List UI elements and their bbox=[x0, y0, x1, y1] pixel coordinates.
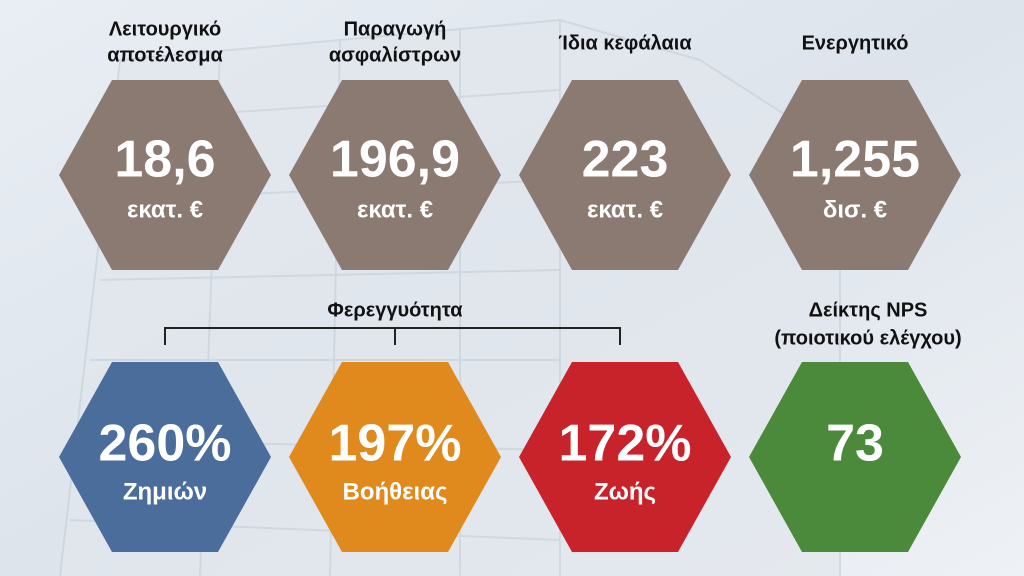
hexagon bbox=[519, 362, 731, 552]
solvency-label: Ζημιών bbox=[123, 478, 207, 505]
hexagon bbox=[59, 80, 271, 270]
nps-title: Δείκτης NPS bbox=[809, 299, 928, 321]
metric-label: αποτέλεσμα bbox=[107, 44, 223, 66]
solvency-title: Φερεγγυότητα bbox=[327, 299, 463, 321]
hexagon bbox=[59, 362, 271, 552]
nps-value: 73 bbox=[826, 415, 884, 473]
metric-value: 1,255 bbox=[790, 131, 920, 189]
metric-label: Ίδια κεφάλαια bbox=[558, 32, 692, 54]
nps-title: (ποιοτικού ελέγχου) bbox=[774, 327, 961, 349]
hexagon bbox=[749, 362, 961, 552]
hexagon bbox=[749, 80, 961, 270]
solvency-bracket bbox=[164, 327, 621, 345]
metric-label: Λειτουργικό bbox=[109, 18, 221, 40]
hexagon bbox=[289, 80, 501, 270]
metric-label: Ενεργητικό bbox=[802, 32, 909, 54]
metric-unit: εκατ. € bbox=[587, 196, 663, 223]
metric-value: 223 bbox=[582, 131, 669, 189]
metric-label: Παραγωγή bbox=[344, 18, 447, 40]
solvency-value: 260% bbox=[99, 415, 232, 473]
solvency-label: Βοήθειας bbox=[343, 478, 448, 505]
metric-unit: εκατ. € bbox=[357, 196, 433, 223]
metric-value: 18,6 bbox=[114, 131, 215, 189]
metric-unit: εκατ. € bbox=[127, 196, 203, 223]
solvency-value: 197% bbox=[329, 415, 462, 473]
metric-unit: δισ. € bbox=[823, 196, 887, 223]
solvency-label: Ζωής bbox=[594, 478, 656, 505]
hexagon bbox=[519, 80, 731, 270]
metric-value: 196,9 bbox=[330, 131, 460, 189]
hexagon bbox=[289, 362, 501, 552]
metric-label: ασφαλίστρων bbox=[329, 44, 461, 66]
solvency-value: 172% bbox=[559, 415, 692, 473]
